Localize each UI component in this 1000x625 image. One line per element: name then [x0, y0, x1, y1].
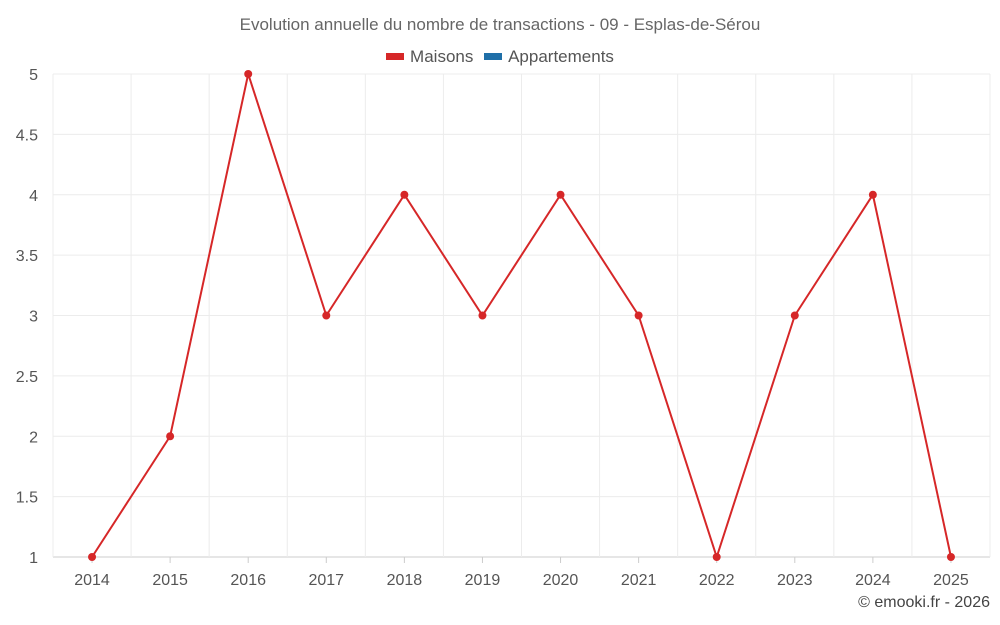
x-tick-label: 2017: [308, 572, 344, 589]
y-tick-label: 3: [29, 309, 38, 326]
x-tick-label: 2016: [230, 572, 266, 589]
x-tick-label: 2015: [152, 572, 188, 589]
x-tick-label: 2014: [74, 572, 110, 589]
credit: © emooki.fr - 2026: [858, 594, 990, 611]
data-point-2014: [88, 553, 97, 561]
data-point-2017: [322, 311, 331, 320]
data-point-2016: [244, 70, 253, 78]
y-tick-label: 1: [29, 550, 38, 567]
x-tick-label: 2018: [387, 572, 423, 589]
y-tick-label: 4.5: [16, 127, 38, 144]
data-point-2019: [478, 311, 487, 320]
y-tick-label: 1.5: [16, 490, 38, 507]
y-tick-label: 2.5: [16, 369, 38, 386]
x-tick-label: 2021: [621, 572, 657, 589]
x-tick-label: 2025: [933, 572, 969, 589]
legend-label-maisons: Maisons: [410, 46, 474, 66]
legend-label-appartements: Appartements: [508, 46, 614, 66]
x-tick-label: 2023: [777, 572, 813, 589]
data-point-2020: [556, 190, 565, 199]
data-point-2023: [790, 311, 799, 320]
legend: Maisons Appartements: [0, 45, 1000, 67]
legend-swatch-appartements: [484, 53, 503, 60]
legend-item-appartements[interactable]: Appartements: [484, 47, 614, 67]
x-tick-label: 2022: [699, 572, 735, 589]
data-point-2018: [400, 190, 409, 199]
y-tick-label: 3.5: [16, 248, 38, 265]
legend-item-maisons[interactable]: Maisons: [386, 47, 473, 67]
data-point-2015: [166, 432, 175, 441]
data-point-2024: [868, 190, 877, 199]
y-tick-label: 4: [29, 188, 38, 205]
chart-title: Evolution annuelle du nombre de transact…: [239, 15, 761, 34]
y-tick-label: 5: [29, 67, 38, 84]
data-point-2022: [712, 553, 721, 561]
series-line-maisons: [91, 70, 952, 561]
x-tick-label: 2020: [543, 572, 579, 589]
data-point-2025: [946, 553, 955, 561]
legend-swatch-maisons: [386, 53, 405, 60]
x-tick-label: 2019: [465, 572, 501, 589]
data-point-2021: [634, 311, 643, 320]
y-tick-label: 2: [29, 429, 38, 446]
x-tick-label: 2024: [855, 572, 891, 589]
